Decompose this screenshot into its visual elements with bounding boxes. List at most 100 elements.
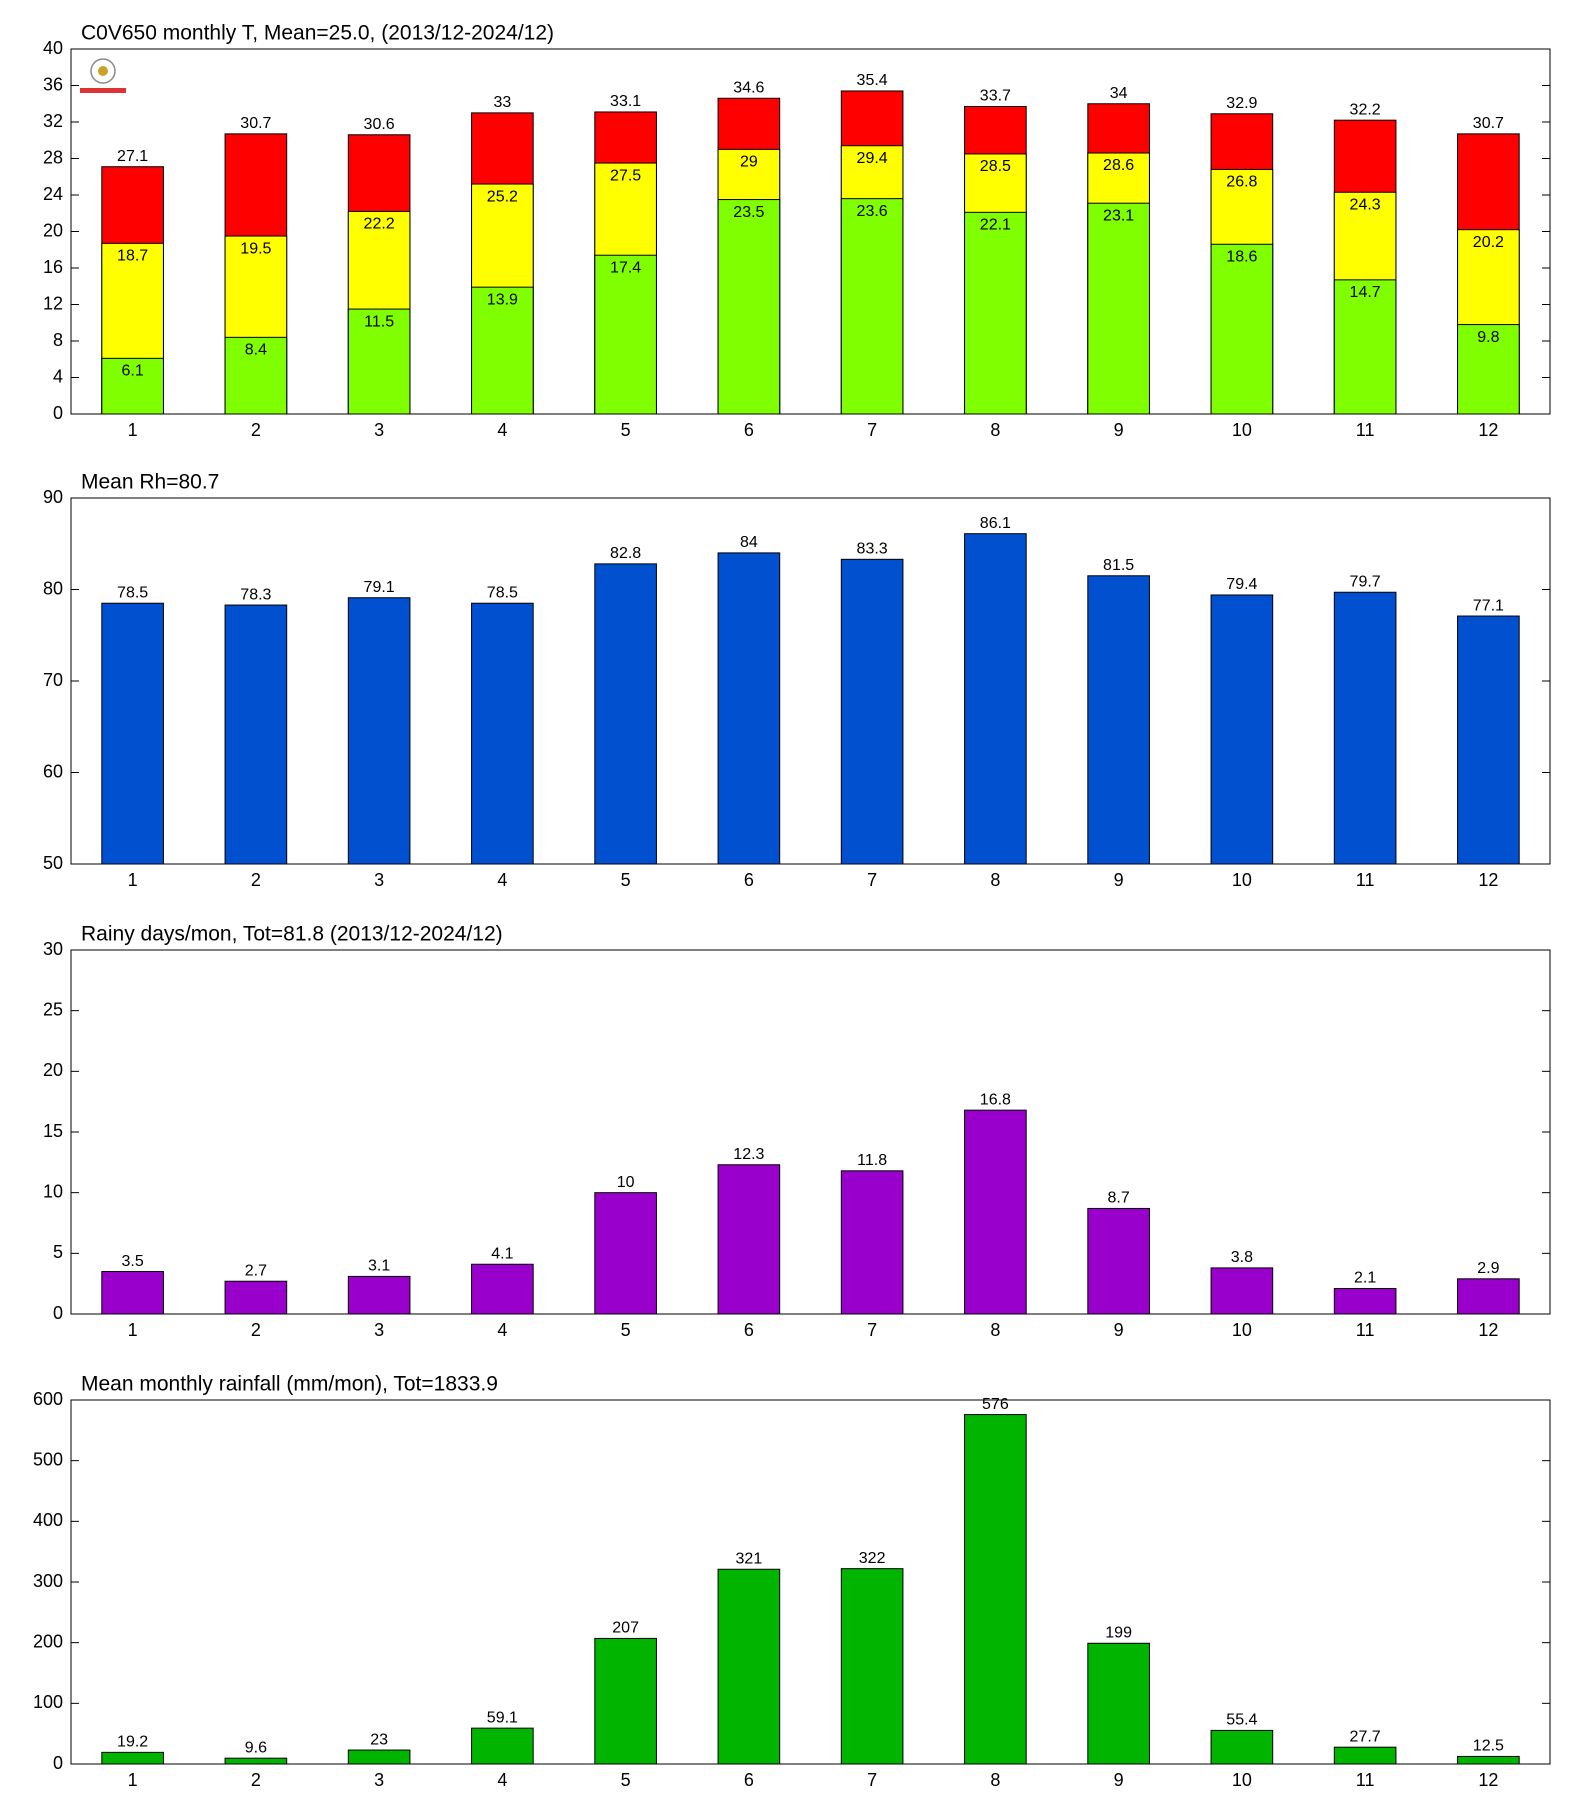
bar xyxy=(840,558,904,865)
y-tick-label: 36 xyxy=(43,74,63,94)
y-tick-label: 5 xyxy=(53,1242,63,1262)
value-label: 2.1 xyxy=(1354,1270,1376,1287)
value-label: 77.1 xyxy=(1473,597,1504,614)
value-label: 3.1 xyxy=(368,1258,390,1275)
x-tick-label: 9 xyxy=(1114,1770,1124,1790)
x-tick-label: 12 xyxy=(1478,1320,1498,1340)
value-label: 79.7 xyxy=(1350,573,1381,590)
x-tick-label: 6 xyxy=(744,1320,754,1340)
y-tick-label: 10 xyxy=(43,1181,63,1201)
bar xyxy=(1087,202,1150,415)
x-tick-label: 10 xyxy=(1232,420,1252,440)
value-label: 78.5 xyxy=(487,584,518,601)
value-label: 78.5 xyxy=(117,584,148,601)
bar xyxy=(471,602,534,865)
bar xyxy=(1457,1278,1520,1315)
value-label: 2.9 xyxy=(1477,1260,1499,1277)
bar xyxy=(347,1275,411,1315)
x-tick-label: 5 xyxy=(621,1320,631,1340)
value-label: 321 xyxy=(736,1550,763,1567)
value-label: 4.1 xyxy=(491,1245,513,1262)
y-tick-label: 32 xyxy=(43,111,63,131)
value-label: 14.7 xyxy=(1350,284,1381,301)
value-label: 83.3 xyxy=(857,541,888,558)
value-label: 25.2 xyxy=(487,188,518,205)
bar xyxy=(1210,594,1274,865)
plot-frame xyxy=(70,1399,1551,1765)
x-tick-label: 7 xyxy=(867,870,877,890)
y-tick-label: 90 xyxy=(43,487,63,507)
x-tick-label: 3 xyxy=(374,1770,384,1790)
x-tick-label: 3 xyxy=(374,420,384,440)
subplot: Mean monthly rainfall (mm/mon), Tot=1833… xyxy=(33,1373,1551,1790)
value-label: 28.5 xyxy=(980,158,1011,175)
x-tick-label: 10 xyxy=(1232,1770,1252,1790)
value-label: 12.3 xyxy=(733,1146,764,1163)
y-tick-label: 50 xyxy=(43,853,63,873)
value-label: 11.5 xyxy=(364,313,394,330)
y-tick-label: 28 xyxy=(43,147,63,167)
bar xyxy=(347,308,411,415)
x-tick-label: 12 xyxy=(1478,870,1498,890)
x-tick-label: 12 xyxy=(1478,1770,1498,1790)
bar xyxy=(594,563,657,865)
logo-bar xyxy=(80,88,126,93)
value-label: 22.1 xyxy=(980,217,1011,234)
logo xyxy=(80,58,126,93)
x-tick-label: 2 xyxy=(251,1770,261,1790)
bar xyxy=(1333,591,1397,865)
value-label: 55.4 xyxy=(1226,1712,1257,1729)
x-tick-label: 9 xyxy=(1114,1320,1124,1340)
x-tick-label: 5 xyxy=(621,420,631,440)
bar xyxy=(1087,1207,1150,1315)
value-label: 22.2 xyxy=(364,216,395,233)
x-tick-label: 4 xyxy=(497,1320,507,1340)
x-tick-label: 4 xyxy=(497,420,507,440)
value-label: 9.6 xyxy=(245,1739,267,1756)
x-tick-label: 2 xyxy=(251,1320,261,1340)
bar xyxy=(101,1271,164,1315)
value-label: 34.6 xyxy=(733,79,764,96)
plot-frame xyxy=(70,48,1551,415)
bar xyxy=(1333,1288,1397,1315)
value-label: 28.6 xyxy=(1103,157,1134,174)
value-label: 30.7 xyxy=(1473,115,1504,132)
y-tick-label: 8 xyxy=(53,330,63,350)
y-tick-label: 60 xyxy=(43,761,63,781)
value-label: 82.8 xyxy=(610,545,641,562)
subplot: C0V650 monthly T, Mean=25.0, (2013/12-20… xyxy=(43,22,1551,440)
x-tick-label: 11 xyxy=(1356,1320,1375,1340)
value-label: 17.4 xyxy=(610,259,641,276)
bar xyxy=(717,199,781,415)
y-tick-label: 100 xyxy=(33,1692,63,1712)
x-tick-label: 10 xyxy=(1232,870,1252,890)
bar xyxy=(594,1192,657,1315)
y-tick-label: 30 xyxy=(43,939,63,959)
value-label: 30.7 xyxy=(240,115,271,132)
x-tick-label: 5 xyxy=(621,1770,631,1790)
bar xyxy=(224,1280,288,1315)
chart-title: Rainy days/mon, Tot=81.8 (2013/12-2024/1… xyxy=(81,923,503,946)
value-label: 84 xyxy=(740,534,758,551)
x-tick-label: 6 xyxy=(744,420,754,440)
value-label: 27.7 xyxy=(1350,1728,1381,1745)
x-tick-label: 11 xyxy=(1356,420,1375,440)
bar xyxy=(101,602,164,865)
x-tick-label: 5 xyxy=(621,870,631,890)
y-tick-label: 200 xyxy=(33,1631,63,1651)
y-tick-label: 16 xyxy=(43,257,63,277)
x-tick-label: 11 xyxy=(1356,870,1375,890)
bar xyxy=(471,1727,534,1765)
chart-title: C0V650 monthly T, Mean=25.0, (2013/12-20… xyxy=(81,22,554,45)
bar xyxy=(1457,615,1520,865)
bar xyxy=(101,357,164,415)
y-tick-label: 0 xyxy=(53,403,63,423)
value-label: 24.3 xyxy=(1350,196,1381,213)
value-label: 19.5 xyxy=(240,240,271,257)
logo-seal-center xyxy=(98,66,108,76)
x-tick-label: 9 xyxy=(1114,420,1124,440)
x-tick-label: 3 xyxy=(374,1320,384,1340)
bar xyxy=(1087,575,1150,865)
value-label: 30.6 xyxy=(364,116,395,133)
x-tick-label: 1 xyxy=(128,870,138,890)
